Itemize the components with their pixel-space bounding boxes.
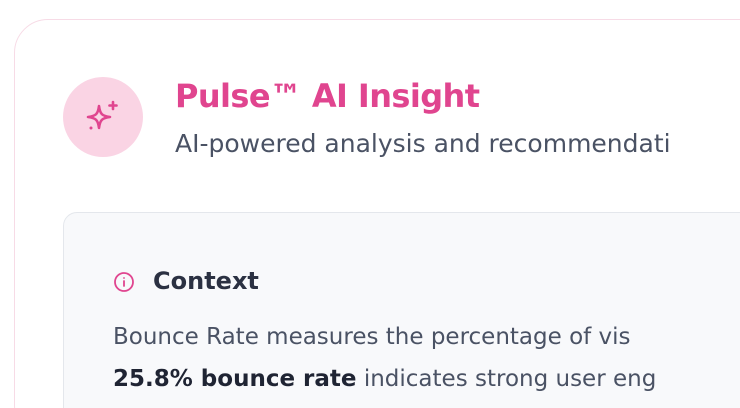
insight-title: Pulse™ AI Insight bbox=[175, 77, 480, 115]
context-text-continuation: indicates strong user eng bbox=[356, 366, 657, 392]
sparkles-icon-badge bbox=[63, 77, 143, 157]
context-heading: Context bbox=[153, 267, 259, 295]
context-text-line: Bounce Rate measures the percentage of v… bbox=[113, 324, 631, 350]
sparkles-icon bbox=[86, 100, 118, 130]
bounce-rate-highlight: 25.8% bounce rate bbox=[113, 366, 357, 392]
info-icon bbox=[114, 272, 134, 292]
context-text-line: 25.8% bounce rate indicates strong user … bbox=[113, 362, 656, 396]
insight-subtitle: AI-powered analysis and recommendati bbox=[175, 129, 671, 158]
context-panel bbox=[63, 212, 740, 408]
